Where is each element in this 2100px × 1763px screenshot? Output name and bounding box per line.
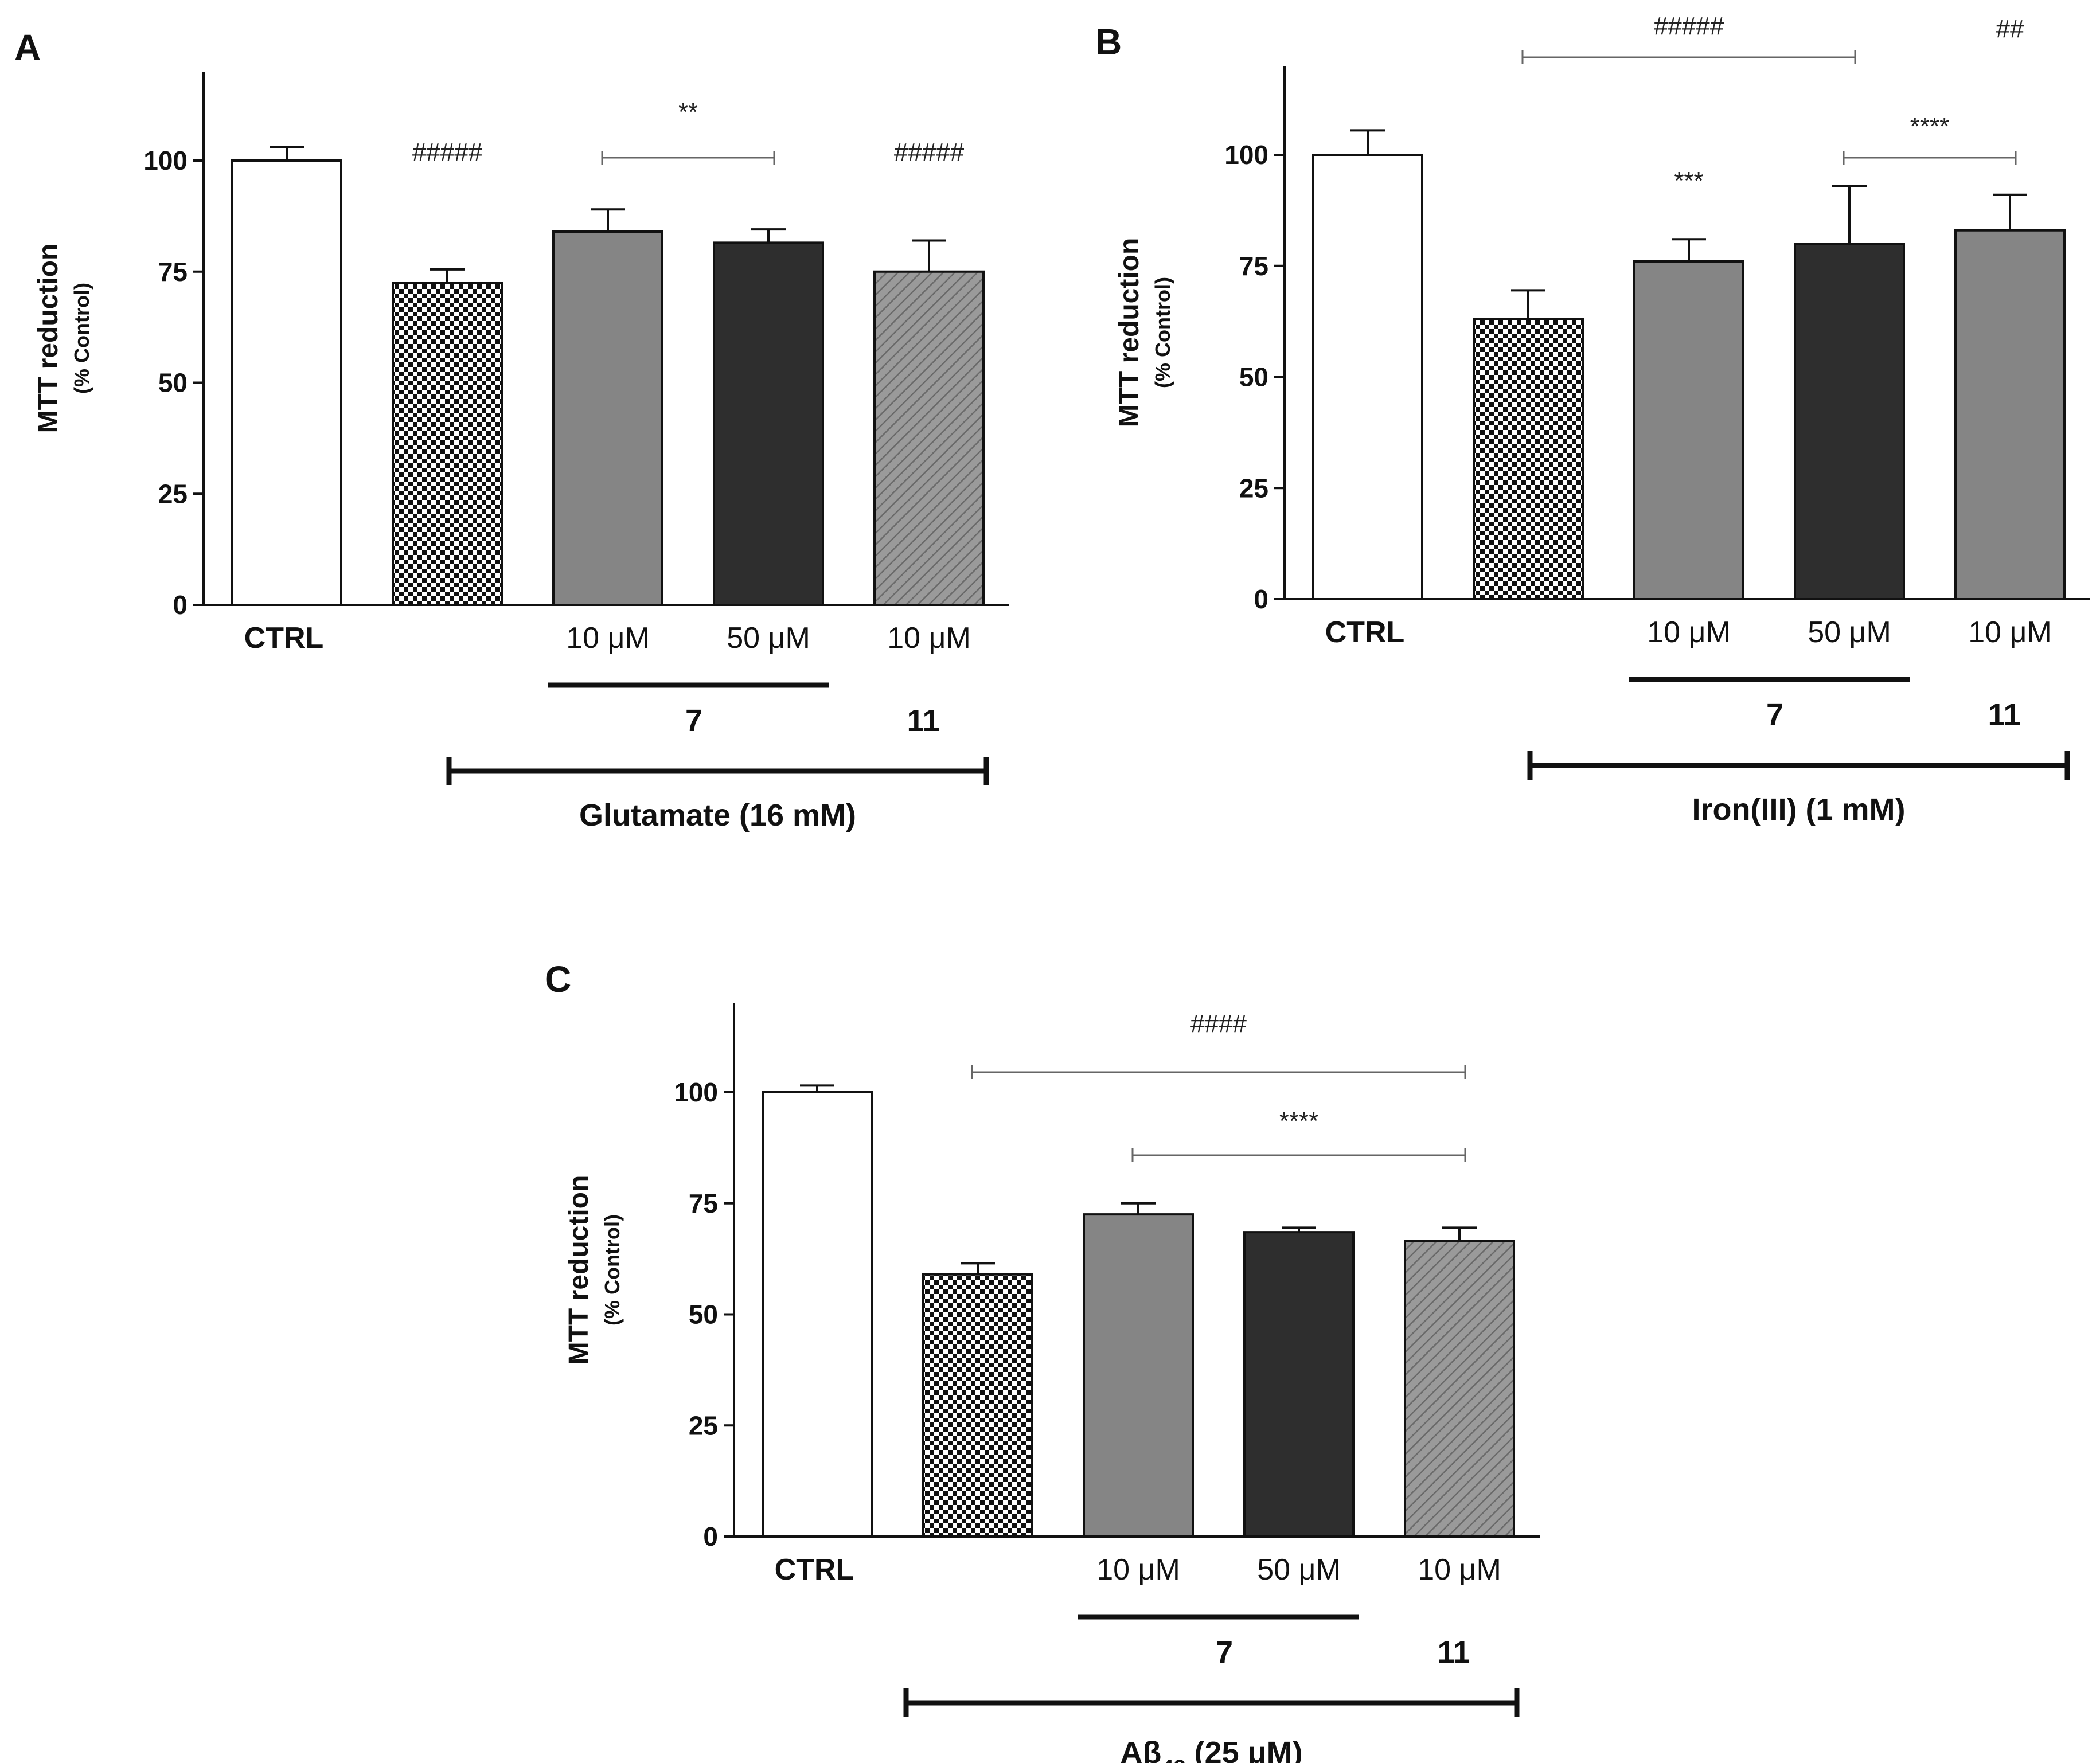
y-tick-label: 0 [703,1522,718,1551]
y-axis-sublabel: (% Control) [1151,277,1174,388]
compound-label: 11 [1988,698,2020,732]
significance-label: #### [1190,1010,1247,1038]
panel-c: C MTT reduction (% Control) 0 25 50 75 100 CTRL 1… [545,959,1540,1763]
panel-b: B MTT reduction (% Control) 0 25 50 75 100 CTRL 1… [1095,12,2090,827]
panel-a: A MTT reduction (% Control) 0 25 50 75 100 CTRL 1… [14,27,1009,832]
significance-label: ** [678,98,698,126]
y-tick-label: 25 [1239,473,1268,503]
bar [873,270,985,606]
significance-label: *** [1674,167,1703,195]
bar [552,230,663,606]
y-tick-label: 0 [173,590,188,620]
treatment-label: Aβ42 (25 μM) [1120,1735,1302,1763]
compound-label: 7 [1216,1635,1233,1670]
treatment-label: Glutamate (16 mM) [579,798,856,832]
y-axis-label: MTT reduction [564,1175,594,1365]
y-tick-label: 0 [1254,584,1268,614]
category-label: 10 μM [1647,616,1731,649]
category-label: 10 μM [566,621,650,655]
compound-label: 11 [1437,1635,1470,1670]
category-label: CTRL [244,621,324,655]
y-axis-sublabel: (% Control) [70,283,93,394]
treatment-label: Iron(III) (1 mM) [1692,792,1906,827]
category-label: CTRL [1325,616,1405,649]
panel-letter: B [1095,21,1122,62]
category-label: CTRL [775,1553,854,1586]
bar [1404,1240,1515,1538]
bar [392,282,503,606]
y-tick-label: 50 [689,1300,718,1330]
category-label: 50 μM [727,621,810,655]
category-label: 50 μM [1808,616,1891,649]
y-tick-label: 100 [674,1077,718,1107]
significance-label: **** [1279,1107,1319,1135]
significance-label: **** [1910,112,1950,140]
compound-label: 7 [1766,698,1783,732]
y-tick-label: 75 [689,1189,718,1218]
y-axis-sublabel: (% Control) [600,1214,624,1326]
significance-label: ## [1996,15,2024,43]
y-axis-label: MTT reduction [1114,238,1145,428]
category-label: 10 μM [887,621,971,655]
category-label: 50 μM [1257,1553,1341,1586]
y-tick-label: 100 [143,146,188,175]
bar [231,159,342,606]
category-label: 10 μM [1418,1553,1501,1586]
bar [762,1091,873,1538]
y-tick-label: 25 [158,479,188,509]
compound-label: 11 [907,703,939,738]
bar [922,1273,1033,1538]
significance-label: ##### [1654,12,1724,40]
compound-label: 7 [685,703,702,738]
y-tick-label: 50 [158,368,188,398]
significance-label: ##### [412,138,483,166]
significance-label: ##### [894,138,965,166]
bar [713,241,824,606]
bar [1083,1213,1194,1538]
y-tick-label: 100 [1224,140,1268,170]
bar [1954,229,2066,600]
y-tick-label: 75 [158,257,188,287]
bar [1794,243,1905,600]
bar [1312,154,1423,600]
bar [1473,318,1584,600]
bar [1243,1231,1355,1538]
panel-letter: A [14,27,41,68]
panel-letter: C [545,959,571,1000]
y-tick-label: 25 [689,1410,718,1440]
y-axis-label: MTT reduction [33,244,64,433]
category-label: 10 μM [1096,1553,1180,1586]
bar [1633,260,1744,600]
y-tick-label: 50 [1239,362,1268,392]
category-label: 10 μM [1968,616,2052,649]
y-tick-label: 75 [1239,251,1268,281]
